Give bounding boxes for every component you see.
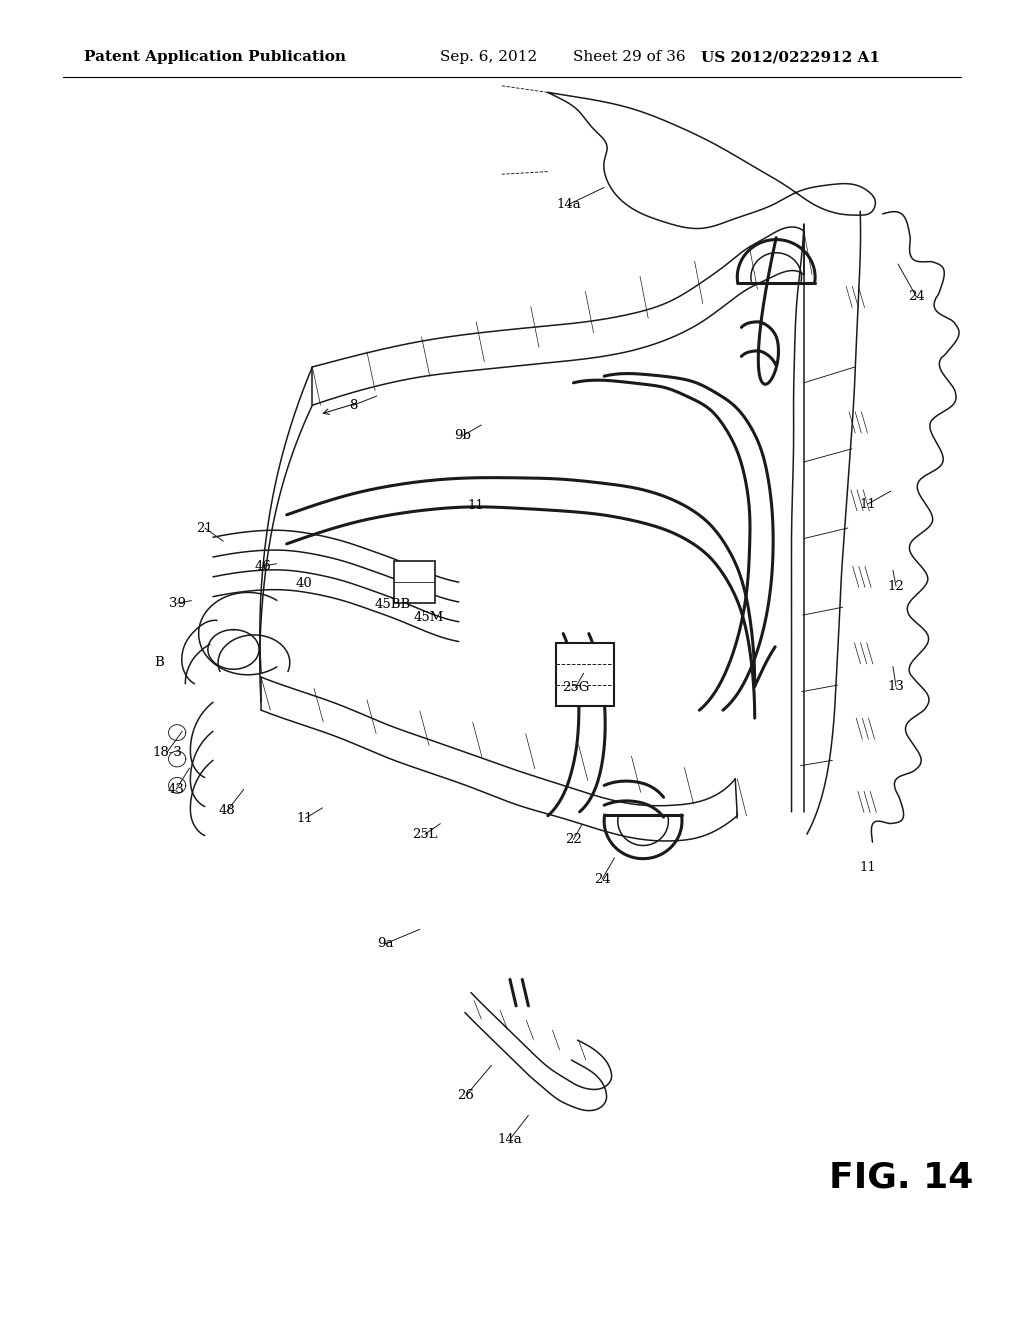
- Text: 22: 22: [565, 833, 582, 846]
- Text: 9a: 9a: [377, 937, 393, 950]
- Text: 46: 46: [255, 560, 271, 573]
- Text: 11: 11: [859, 498, 876, 511]
- Text: 43: 43: [168, 783, 184, 796]
- Text: FIG. 14: FIG. 14: [829, 1160, 974, 1195]
- Text: 21: 21: [197, 521, 213, 535]
- Text: Patent Application Publication: Patent Application Publication: [84, 50, 346, 65]
- Text: 39: 39: [169, 597, 185, 610]
- Text: 24: 24: [594, 873, 610, 886]
- Text: 24: 24: [908, 290, 925, 304]
- Text: 12: 12: [888, 579, 904, 593]
- Text: 11: 11: [468, 499, 484, 512]
- Text: US 2012/0222912 A1: US 2012/0222912 A1: [701, 50, 881, 65]
- Text: 13: 13: [888, 680, 904, 693]
- Text: 9b: 9b: [455, 429, 471, 442]
- Text: 11: 11: [297, 812, 313, 825]
- Bar: [394, 561, 435, 603]
- Text: 26: 26: [458, 1089, 474, 1102]
- Text: B: B: [154, 656, 164, 669]
- Text: Sep. 6, 2012: Sep. 6, 2012: [440, 50, 538, 65]
- Text: Sheet 29 of 36: Sheet 29 of 36: [573, 50, 686, 65]
- Text: 14a: 14a: [556, 198, 581, 211]
- Text: 11: 11: [859, 861, 876, 874]
- Text: 45M: 45M: [414, 611, 444, 624]
- Text: 48: 48: [219, 804, 236, 817]
- Text: 25G: 25G: [562, 681, 589, 694]
- Text: 14a: 14a: [498, 1133, 522, 1146]
- Text: 45BB: 45BB: [374, 598, 411, 611]
- Text: 40: 40: [296, 577, 312, 590]
- Text: 25L: 25L: [412, 828, 438, 841]
- Text: 18-3: 18-3: [152, 746, 182, 759]
- Text: 8: 8: [349, 399, 357, 412]
- Bar: [556, 643, 614, 706]
